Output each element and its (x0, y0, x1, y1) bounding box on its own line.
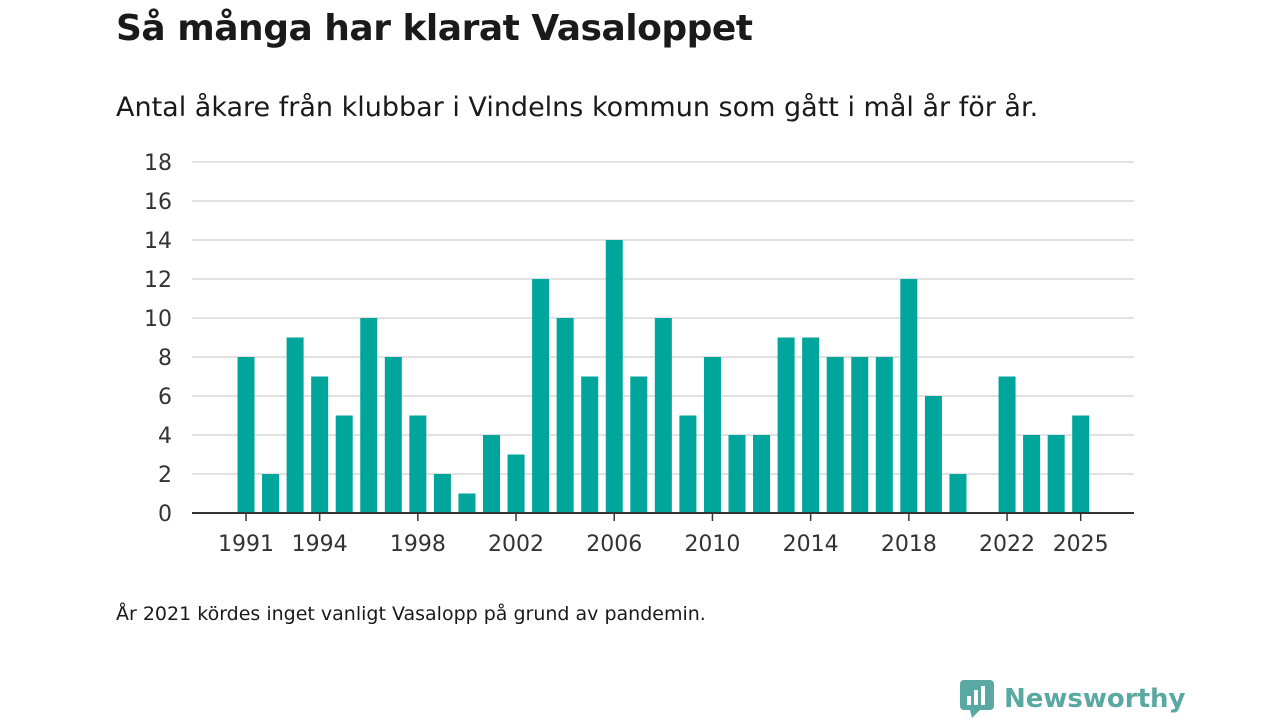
bar-2017 (875, 357, 893, 513)
newsworthy-logo: Newsworthy (960, 680, 1185, 718)
x-tick-label: 1998 (390, 532, 446, 557)
x-tick-label: 2010 (684, 532, 740, 557)
y-tick-label: 10 (144, 307, 172, 332)
bar-2008 (654, 318, 672, 513)
bar-1994 (311, 376, 329, 513)
bar-2003 (532, 279, 550, 513)
bar-2007 (630, 376, 648, 513)
x-tick-label: 2002 (488, 532, 544, 557)
bar-2023 (1023, 435, 1041, 513)
bar-2014 (802, 337, 820, 513)
bar-2016 (851, 357, 869, 513)
bar-1996 (360, 318, 378, 513)
chart-subtitle: Antal åkare från klubbar i Vindelns komm… (116, 92, 1039, 123)
bar-2000 (458, 493, 476, 513)
x-tick-label: 2006 (586, 532, 642, 557)
y-tick-label: 12 (144, 268, 172, 293)
bar-2015 (826, 357, 844, 513)
x-tick-label: 2022 (979, 532, 1035, 557)
bar-1997 (384, 357, 402, 513)
bar-1998 (409, 415, 427, 513)
y-tick-label: 2 (158, 463, 172, 488)
y-tick-label: 6 (158, 385, 172, 410)
x-tick-label: 2014 (783, 532, 839, 557)
bar-1991 (237, 357, 255, 513)
x-tick-label: 1994 (292, 532, 348, 557)
bar-2020 (949, 474, 967, 513)
bar-2019 (924, 396, 942, 513)
bar-1993 (286, 337, 304, 513)
bar-2012 (753, 435, 771, 513)
bar-2010 (703, 357, 721, 513)
bar-2018 (900, 279, 918, 513)
y-tick-label: 14 (144, 229, 172, 254)
y-tick-label: 18 (144, 151, 172, 176)
bar-1999 (433, 474, 451, 513)
bar-2025 (1072, 415, 1090, 513)
y-tick-label: 16 (144, 190, 172, 215)
bar-1992 (262, 474, 280, 513)
x-tick-label: 2018 (881, 532, 937, 557)
bar-2024 (1047, 435, 1065, 513)
bar-2005 (581, 376, 599, 513)
bar-chart: 0 2 4 6 8 10 12 14 16 18 1991 1994 1998 2002 2006 2010 2… (144, 151, 1134, 557)
y-tick-label: 4 (158, 424, 172, 449)
bar-2004 (556, 318, 574, 513)
footnote: År 2021 kördes inget vanligt Vasalopp på… (116, 603, 706, 625)
newsworthy-logo-icon (960, 680, 994, 718)
bar-2002 (507, 454, 525, 513)
y-tick-label: 8 (158, 346, 172, 371)
bar-2009 (679, 415, 697, 513)
y-tick-label: 0 (158, 502, 172, 527)
x-tick-label: 2025 (1053, 532, 1109, 557)
bar-1995 (335, 415, 353, 513)
newsworthy-logo-text: Newsworthy (1004, 684, 1186, 714)
bar-2006 (605, 240, 623, 513)
bar-2022 (998, 376, 1016, 513)
bar-2013 (777, 337, 795, 513)
bar-2011 (728, 435, 746, 513)
chart-title: Så många har klarat Vasaloppet (116, 8, 753, 49)
bar-2001 (483, 435, 500, 513)
x-tick-label: 1991 (218, 532, 274, 557)
